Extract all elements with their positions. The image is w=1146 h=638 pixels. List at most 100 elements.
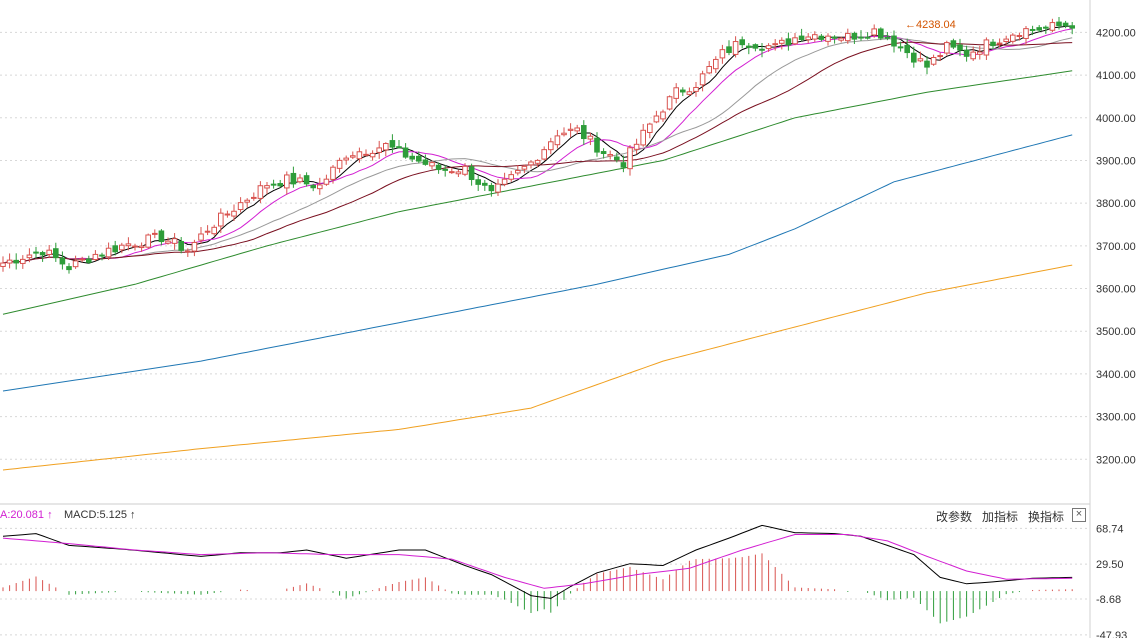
candle — [666, 95, 673, 111]
macd-dea-line — [2, 534, 1073, 589]
macd-tick-label: 29.50 — [1096, 559, 1124, 571]
candle — [660, 109, 666, 122]
candle — [878, 27, 884, 41]
candle — [554, 129, 561, 149]
close-icon[interactable]: × — [1072, 508, 1086, 522]
candle — [765, 43, 772, 52]
candle — [185, 248, 191, 257]
candle — [79, 256, 86, 263]
price-tick-label: 3500.00 — [1096, 326, 1136, 338]
candle-body — [686, 91, 693, 95]
candle — [165, 237, 171, 245]
candle — [528, 160, 534, 169]
candle-body — [680, 89, 686, 93]
candle — [33, 247, 39, 259]
candle-body — [587, 135, 594, 140]
candle — [917, 51, 924, 63]
candle-body — [442, 168, 448, 171]
candle-body — [501, 178, 508, 185]
candle — [495, 179, 501, 196]
candle-body — [462, 165, 468, 175]
candle-body — [422, 159, 429, 165]
candle-body — [455, 171, 462, 175]
candle-body — [396, 146, 402, 149]
candle — [871, 24, 878, 38]
candle — [970, 46, 977, 61]
macd-legend-macd-text: MACD:5.125 ↑ — [64, 509, 136, 521]
candle-body — [818, 35, 825, 40]
candle — [211, 224, 217, 236]
candle-body — [317, 184, 323, 190]
candle-body — [99, 254, 105, 257]
candle-body — [6, 259, 13, 264]
candle — [270, 179, 277, 189]
candle-body — [244, 199, 250, 203]
candle-body — [779, 39, 785, 44]
candle — [924, 56, 930, 75]
candle — [845, 28, 851, 44]
candle — [706, 61, 713, 75]
high-annotation: ←4238.04 — [905, 19, 956, 31]
candle-body — [561, 132, 567, 136]
candle-body — [284, 174, 290, 189]
candle — [138, 242, 145, 252]
candle-body — [548, 141, 554, 151]
candle — [574, 124, 581, 135]
change-params-button[interactable]: 改参数 — [936, 510, 973, 524]
candle — [350, 151, 356, 159]
candle — [1003, 35, 1010, 45]
candle-body — [746, 45, 752, 48]
candle — [1049, 18, 1056, 33]
candle — [86, 255, 92, 264]
switch-indicator-button[interactable]: 换指标 — [1028, 510, 1065, 524]
candle — [812, 31, 818, 42]
candle-body — [600, 151, 607, 154]
candle-body — [409, 155, 415, 160]
candle — [290, 166, 297, 188]
candle — [1010, 33, 1016, 44]
candle — [600, 148, 607, 159]
candle — [297, 174, 303, 184]
candle — [39, 250, 46, 262]
price-tick-label: 3900.00 — [1096, 155, 1136, 167]
candle — [620, 155, 627, 173]
candle-body — [1023, 28, 1029, 39]
candle — [158, 229, 165, 246]
candle — [191, 239, 198, 257]
candle-body — [171, 238, 178, 244]
candle-body — [303, 175, 310, 185]
moving-averages — [2, 25, 1073, 471]
candle-body — [594, 137, 600, 153]
candle-body — [812, 34, 818, 40]
candle-body — [112, 245, 119, 253]
candle — [152, 229, 158, 239]
candle — [983, 37, 990, 61]
candle-body — [699, 73, 706, 86]
candle — [818, 33, 825, 42]
add-indicator-button[interactable]: 加指标 — [982, 510, 1019, 524]
candle — [317, 177, 323, 195]
candle-body — [528, 161, 534, 166]
candle-body — [0, 262, 6, 267]
candle-body — [673, 87, 680, 99]
candle — [534, 159, 541, 168]
candle — [1062, 20, 1069, 29]
candle-body — [323, 178, 330, 185]
candle — [303, 172, 310, 187]
candle — [607, 150, 614, 160]
candle — [772, 39, 779, 51]
candle-body — [567, 128, 574, 131]
candle — [13, 253, 19, 270]
candle-body — [640, 129, 647, 146]
candle — [904, 38, 911, 59]
candle-body — [449, 171, 455, 174]
ma-line-4 — [2, 70, 1073, 315]
candle — [66, 263, 72, 274]
candle — [488, 182, 495, 197]
candle-body — [666, 96, 673, 110]
candle-body — [508, 174, 514, 180]
candle-body — [369, 152, 376, 158]
candle-body — [660, 111, 666, 120]
price-tick-label: 4000.00 — [1096, 113, 1136, 125]
candle-body — [416, 155, 422, 162]
